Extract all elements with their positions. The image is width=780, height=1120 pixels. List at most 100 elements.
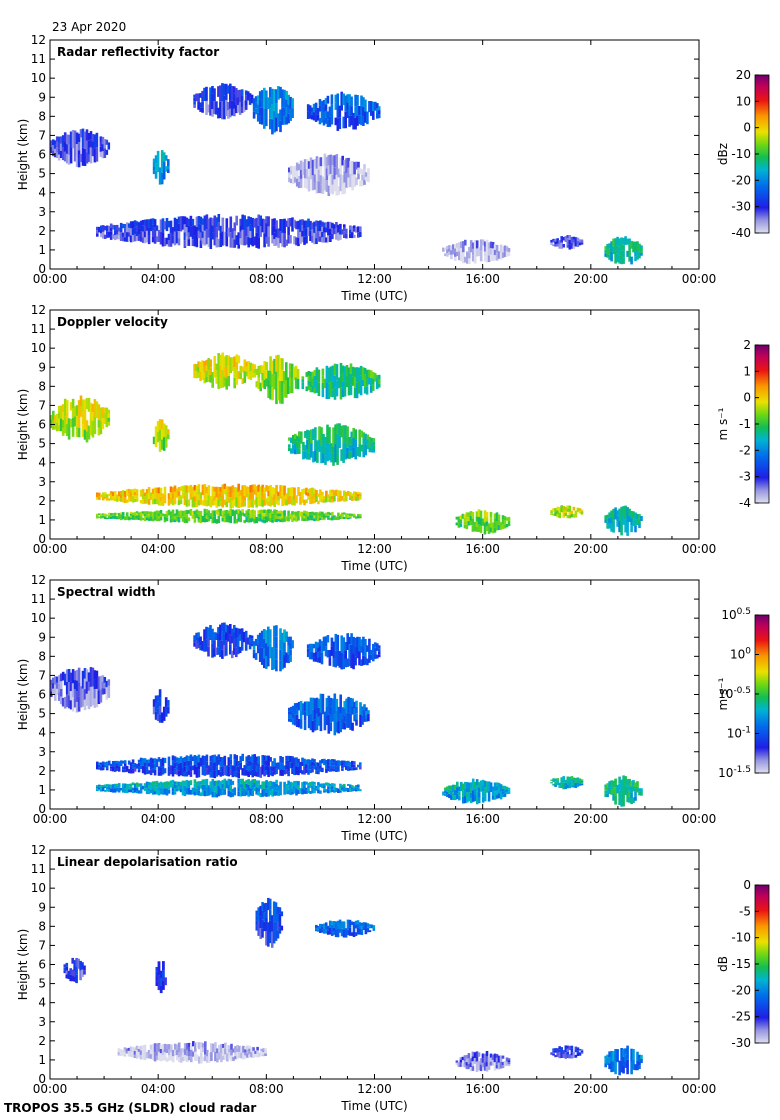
cloud-feature xyxy=(63,957,86,984)
cloud-cell xyxy=(181,1056,185,1062)
cloud-cell xyxy=(213,355,216,367)
cloud-cell xyxy=(321,783,324,789)
cloud-cell xyxy=(275,489,278,495)
cloud-cell xyxy=(311,511,314,514)
cloud-cell xyxy=(245,783,248,788)
cloud-cell xyxy=(171,771,175,777)
panel-title: Doppler velocity xyxy=(57,315,168,329)
cloud-cell xyxy=(192,1041,195,1047)
cloud-cell xyxy=(311,761,314,766)
cloud-cell xyxy=(223,107,226,120)
cloud-cell xyxy=(366,434,370,440)
cloud-cell xyxy=(123,491,127,497)
cloud-cell xyxy=(211,785,215,792)
cloud-cell xyxy=(164,166,168,172)
cloud-cell xyxy=(103,762,107,765)
cloud-cell xyxy=(353,225,356,229)
cloud-cell xyxy=(199,371,202,381)
cloud-cell xyxy=(362,922,366,927)
cloud-cell xyxy=(264,1050,267,1054)
cloud-cell xyxy=(287,760,290,766)
cloud-cell xyxy=(564,782,568,786)
cloud-cell xyxy=(291,788,294,792)
cloud-cell xyxy=(225,502,229,508)
cloud-cell xyxy=(87,140,91,148)
cloud-cell xyxy=(364,656,367,665)
cloud-cell xyxy=(265,755,268,761)
cloud-cell xyxy=(223,645,226,657)
cloud-cell xyxy=(503,516,507,521)
cloud-cell xyxy=(283,516,286,522)
cloud-cell xyxy=(616,236,619,246)
cloud-cell xyxy=(269,485,272,493)
cloud-cell xyxy=(312,451,315,463)
cloud-cell xyxy=(252,1047,255,1051)
cloud-cell xyxy=(336,423,339,434)
cloud-cell xyxy=(149,789,153,793)
cloud-cell xyxy=(243,519,246,524)
cloud-cell xyxy=(572,780,576,783)
cloud-cell xyxy=(169,1052,173,1061)
cloud-cell xyxy=(85,693,89,706)
cloud-cell xyxy=(81,147,85,166)
cloud-cell xyxy=(55,147,59,153)
cloud-cell xyxy=(240,107,244,113)
cloud-cell xyxy=(362,646,365,656)
cloud-cell xyxy=(237,772,240,779)
colorbar-tick-label: 20 xyxy=(736,68,751,82)
cloud-cell xyxy=(151,781,155,788)
cloud-cell xyxy=(211,755,215,763)
cloud-cell xyxy=(164,430,168,437)
cloud-cell xyxy=(159,219,163,232)
cloud-cell xyxy=(121,515,125,520)
cloud-cell xyxy=(223,519,227,523)
cloud-cell xyxy=(55,413,59,423)
cloud-cell xyxy=(604,519,607,523)
cloud-cell xyxy=(507,791,511,794)
cloud-cell xyxy=(358,443,361,457)
colorbar-tick-label: 10 xyxy=(736,94,751,108)
cloud-cell xyxy=(288,718,291,722)
cloud-cell xyxy=(319,175,323,185)
cloud-cell xyxy=(261,789,264,797)
cloud-cell xyxy=(359,765,362,770)
cloud-cell xyxy=(103,677,107,683)
cloud-cell xyxy=(164,442,168,448)
cloud-cell xyxy=(477,792,481,798)
cloud-cell xyxy=(295,511,298,517)
cloud-cell xyxy=(123,1054,127,1057)
cloud-cell xyxy=(117,512,121,516)
cloud-cell xyxy=(348,644,351,652)
cloud-cell xyxy=(57,136,61,143)
cloud-cell xyxy=(63,696,67,709)
cloud-cell xyxy=(181,1052,185,1057)
cloud-cell xyxy=(73,406,77,417)
cloud-cell xyxy=(277,518,280,522)
cloud-cell xyxy=(351,513,354,517)
cloud-cell xyxy=(147,518,151,521)
cloud-cell xyxy=(287,487,290,497)
cloud-cell xyxy=(333,375,337,388)
cloud-cell xyxy=(507,516,511,522)
cloud-cell xyxy=(289,714,293,719)
cloud-cell xyxy=(333,783,336,787)
cloud-cell xyxy=(628,515,631,523)
cloud-cell xyxy=(357,232,360,238)
cloud-cell xyxy=(342,653,345,670)
cloud-cell xyxy=(638,1054,641,1059)
cloud-cell xyxy=(491,242,495,249)
cloud-cell xyxy=(606,1061,609,1066)
cloud-cell xyxy=(293,219,296,228)
cloud-cell xyxy=(155,981,159,986)
cloud-cell xyxy=(244,1049,247,1053)
cloud-cell xyxy=(249,765,252,771)
cloud-cell xyxy=(364,639,367,648)
cloud-cell xyxy=(69,147,73,164)
cloud-cell xyxy=(217,754,221,760)
cloud-cell xyxy=(477,524,481,532)
cloud-cell xyxy=(291,518,294,522)
cloud-cell xyxy=(377,114,381,119)
cloud-cell xyxy=(628,250,631,256)
cloud-cell xyxy=(197,642,200,649)
cloud-cell xyxy=(217,627,220,634)
